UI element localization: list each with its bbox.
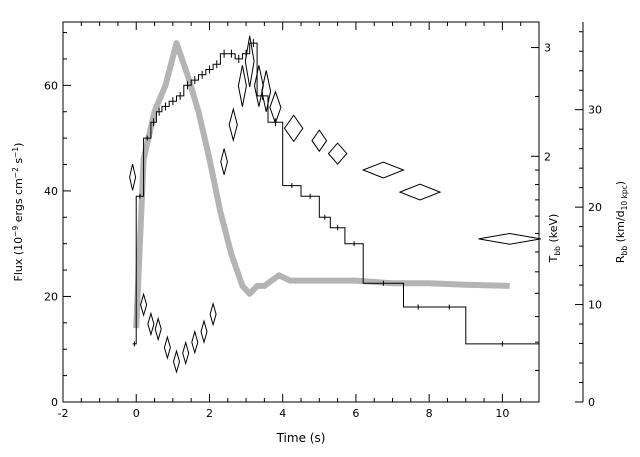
t-label-part: T <box>547 255 560 263</box>
x-tick-label: 2 <box>206 407 213 420</box>
r-label-part: (km/d <box>614 210 627 246</box>
y-axis-label-left-part: Flux (10 <box>12 237 25 282</box>
y-axis-label-t: Tbb (keV) <box>547 214 562 264</box>
temperature-diamond <box>209 301 217 327</box>
temperature-diamond <box>220 148 228 175</box>
x-axis-label: Time (s) <box>276 431 326 445</box>
x-tick-label: 6 <box>352 407 359 420</box>
t-label-part: (keV) <box>547 214 560 246</box>
t-tick-label: 2 <box>544 150 551 163</box>
temperature-diamond <box>182 340 190 366</box>
temperature-diamond <box>154 316 162 342</box>
temperature-diamond <box>129 163 137 191</box>
temperature-diamond <box>261 70 272 112</box>
temperature-diamond <box>311 129 328 153</box>
x-tick-label: 0 <box>133 407 140 420</box>
t-label-sub: bb <box>553 246 562 256</box>
temperature-diamond <box>253 65 264 107</box>
y-axis-left: 0 20 40 60 <box>44 32 71 409</box>
y-tick-label: 0 <box>51 396 58 409</box>
temperature-diamond <box>478 232 541 245</box>
temperature-diamonds <box>129 35 541 374</box>
r-tick-label: 10 <box>588 299 602 312</box>
temperature-diamond <box>237 65 247 107</box>
temperature-diamond <box>283 114 304 143</box>
y-axis-label-left: Flux (10−9 ergs cm−2 s−1) <box>11 143 25 282</box>
y-tick-label: 40 <box>44 185 58 198</box>
t-axis: 23 <box>531 42 551 403</box>
r-axis: 0 10 20 30 <box>575 22 602 409</box>
r-tick-label: 30 <box>588 104 602 117</box>
x-tick-label: 10 <box>495 407 509 420</box>
x-tick-label: 4 <box>279 407 286 420</box>
r-label-part: ) <box>614 181 627 185</box>
temperature-diamond <box>228 107 238 143</box>
y-axis-label-left-part: s <box>12 158 25 167</box>
flux-model-band <box>133 40 510 329</box>
x-tick-label: 8 <box>426 407 433 420</box>
r-label-sub: 10 kpc <box>620 185 629 210</box>
temperature-diamond <box>327 142 348 165</box>
r-tick-label: 20 <box>588 201 602 214</box>
temperature-diamond <box>398 183 442 201</box>
y-axis-label-left-part: ergs cm <box>12 178 25 226</box>
r-tick-label: 0 <box>588 396 595 409</box>
y-axis-label-left-sup: −1 <box>11 147 20 158</box>
r-label-sub: bb <box>620 246 629 256</box>
y-axis-label-left-sup: −9 <box>11 226 20 237</box>
temperature-diamond <box>191 329 199 355</box>
flux-histogram <box>132 39 539 347</box>
temperature-diamond <box>147 311 155 337</box>
temperature-diamond <box>200 319 208 345</box>
temperature-diamond <box>172 349 181 374</box>
y-axis-label-left-sup: −2 <box>11 167 20 178</box>
temperature-diamond <box>140 292 148 318</box>
x-axis: -2 0 2 4 6 8 10 <box>58 22 540 420</box>
model-band <box>133 40 510 329</box>
r-label-part: R <box>614 255 627 263</box>
temperature-diamond <box>269 90 282 125</box>
temperature-diamond <box>361 161 405 179</box>
y-tick-label: 60 <box>44 79 58 92</box>
y-axis-label-left-part: ) <box>12 143 25 147</box>
temperature-diamond <box>163 335 171 360</box>
temperature-diamond <box>244 35 255 87</box>
x-tick-label: -2 <box>58 407 69 420</box>
y-tick-label: 20 <box>44 290 58 303</box>
t-tick-label: 3 <box>544 42 551 55</box>
y-axis-label-r: Rbb (km/d10 kpc) <box>614 181 629 263</box>
